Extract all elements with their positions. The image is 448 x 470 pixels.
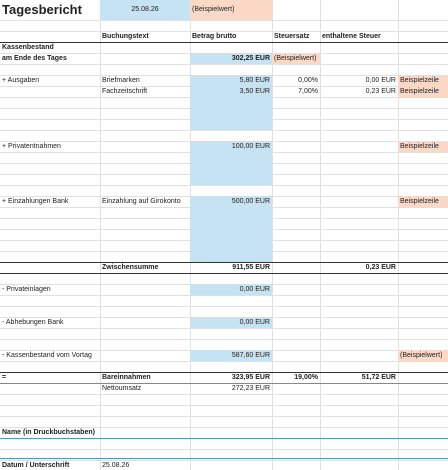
text: Briefmarken — [102, 77, 140, 84]
rate: 7,00% — [298, 88, 318, 95]
grid-line — [0, 460, 448, 461]
rate: 0,00% — [298, 77, 318, 84]
title: Tagesbericht — [2, 2, 82, 17]
label: am Ende des Tages — [2, 55, 67, 62]
amount: 5,80 EUR — [239, 77, 270, 84]
text: Einzahlung auf Girokonto — [102, 198, 181, 205]
label: - Privateinlagen — [2, 286, 51, 293]
label: Bareinnahmen — [102, 374, 151, 381]
grid-line — [0, 130, 448, 131]
input-block — [190, 141, 272, 185]
input-block — [190, 75, 272, 130]
header: Steuersatz — [274, 33, 310, 40]
grid-line — [0, 328, 448, 329]
grid-line — [100, 0, 101, 470]
label: Nettoumsatz — [102, 385, 142, 392]
grid-line — [0, 438, 448, 439]
grid-line — [0, 339, 448, 340]
label: Kassenbestand — [2, 44, 54, 51]
amount: 3,50 EUR — [239, 88, 270, 95]
grid-line — [0, 449, 448, 450]
amount: 911,55 EUR — [232, 264, 270, 271]
grid-line — [0, 394, 448, 395]
label: + Ausgaben — [2, 77, 40, 84]
note: (Beispielwert) — [398, 350, 448, 361]
note: Beispielzeile — [398, 86, 448, 97]
date: 25.08.26 — [100, 0, 190, 20]
label: + Privatentnahmen — [2, 143, 61, 150]
grid-line — [272, 0, 273, 470]
amount: 272,23 EUR — [231, 385, 270, 392]
label: + Einzahlungen Bank — [2, 198, 69, 205]
amount: 587,60 EUR — [190, 350, 272, 361]
date: 25.08.26 — [102, 462, 130, 469]
note: Beispielzeile — [398, 75, 448, 86]
date-note: (Beispielwert) — [190, 0, 272, 20]
tax: 0,23 EUR — [365, 264, 396, 271]
label: Name (in Druckbuchstaben) — [2, 429, 95, 436]
grid-line — [320, 0, 321, 470]
amount: 323,95 EUR — [231, 374, 270, 381]
rate: 19,00% — [294, 374, 318, 381]
amount: 100,00 EUR — [231, 143, 270, 150]
grid-line — [0, 458, 448, 459]
label: - Kassenbestand vom Vortag — [2, 352, 92, 359]
grid-line — [0, 416, 448, 417]
grid-line — [0, 42, 448, 43]
label: Zwischensumme — [102, 264, 159, 271]
grid-line — [0, 185, 448, 186]
label: Datum / Unterschrift — [2, 462, 70, 469]
grid-line — [0, 372, 448, 373]
tax: 51,72 EUR — [361, 374, 396, 381]
note: (Beispielwert) — [272, 53, 320, 64]
label: - Abhebungen Bank — [2, 319, 64, 326]
text: Fachzeitschrift — [102, 88, 148, 95]
grid-line — [0, 295, 448, 296]
header: Buchungstext — [102, 33, 149, 40]
grid-line — [0, 383, 448, 384]
grid-line — [398, 0, 399, 470]
grid-line — [0, 427, 448, 428]
grid-line — [0, 64, 448, 65]
amount: 0,00 EUR — [190, 284, 272, 295]
sign: = — [2, 374, 7, 381]
grid-line — [0, 31, 448, 32]
tax: 0,00 EUR — [365, 77, 396, 84]
grid-line — [0, 405, 448, 406]
input-block — [190, 196, 272, 262]
header: Betrag brutto — [192, 33, 237, 40]
header: enthaltene Steuer — [322, 33, 381, 40]
grid-line — [0, 361, 448, 362]
note: Beispielzeile — [398, 196, 448, 207]
grid-line — [0, 20, 448, 21]
amount: 0,00 EUR — [190, 317, 272, 328]
tax: 0,23 EUR — [365, 88, 396, 95]
note: Beispielzeile — [398, 141, 448, 152]
grid-line — [0, 262, 448, 263]
grid-line — [0, 306, 448, 307]
amount: 302,25 EUR — [190, 53, 272, 64]
grid-line — [0, 273, 448, 274]
amount: 500,00 EUR — [231, 198, 270, 205]
